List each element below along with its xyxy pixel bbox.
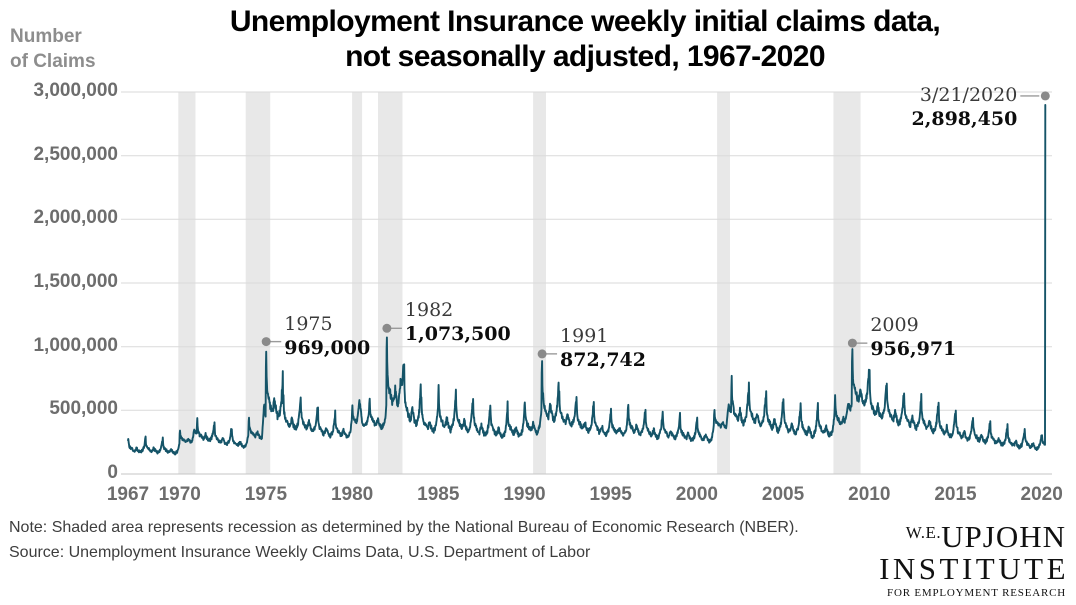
claims-series-line [127,103,1047,456]
x-tick-label: 1967 [106,484,150,505]
x-tick-label: 1975 [244,484,288,505]
x-tick-label: 2015 [934,484,977,505]
x-tick-label: 1995 [589,484,632,505]
upjohn-institute-logo: W.E. UPJOHN INSTITUTE FOR EMPLOYMENT RESE… [856,521,1066,599]
annotation-value-label: 1,073,500 [404,323,511,346]
annotation-year-label: 1975 [284,312,333,335]
x-tick-label: 2020 [1020,484,1063,505]
logo-we-prefix: W.E. [905,523,942,542]
y-axis-title-line2: of Claims [10,51,96,72]
chart-title: Unemployment Insurance weekly initial cl… [118,4,1052,74]
y-tick-label: 0 [107,462,118,483]
x-tick-label: 1970 [158,484,201,505]
y-axis-title-line1: Number [10,26,82,47]
annotation-value-label: 2,898,450 [911,107,1018,130]
annotation-year-label: 1991 [560,324,609,347]
peak-marker-dot [1040,91,1050,101]
chart-title-line1: Unemployment Insurance weekly initial cl… [229,5,941,38]
x-tick-label: 2000 [675,484,719,505]
logo-name-row: W.E. UPJOHN [856,521,1066,552]
logo-upjohn: UPJOHN [941,519,1066,554]
x-tick-label: 1990 [503,484,546,505]
peak-marker-dot [847,338,857,348]
y-tick-label: 2,000,000 [33,207,118,229]
peak-marker-dot [382,323,392,333]
peak-marker-dot [537,349,547,359]
x-tick-label: 2010 [848,484,891,505]
annotation-year-label: 3/21/2020 [919,83,1018,106]
note-text: Note: Shaded area represents recession a… [9,519,799,536]
chart-title-line2: not seasonally adjusted, 1967-2020 [345,40,825,73]
x-tick-label: 1985 [417,484,460,505]
logo-tagline: FOR EMPLOYMENT RESEARCH [887,587,1066,599]
x-tick-label: 2005 [761,484,805,505]
x-tick-label: 1980 [330,484,374,505]
peak-marker-dot [261,337,271,347]
y-tick-label: 1,500,000 [33,271,118,292]
y-tick-label: 500,000 [49,398,118,420]
logo-institute: INSTITUTE [879,551,1069,586]
y-tick-label: 3,000,000 [33,80,118,101]
annotation-year-label: 2009 [870,314,919,337]
y-tick-label: 1,000,000 [33,334,118,356]
source-text: Source: Unemployment Insurance Weekly Cl… [9,544,591,561]
annotation-year-label: 1982 [404,299,454,322]
annotation-value-label: 969,000 [284,336,371,359]
y-axis-title: Number of Claims [10,24,96,74]
y-tick-label: 2,500,000 [33,143,118,165]
annotation-value-label: 872,742 [560,348,646,371]
annotation-value-label: 956,971 [870,338,957,361]
